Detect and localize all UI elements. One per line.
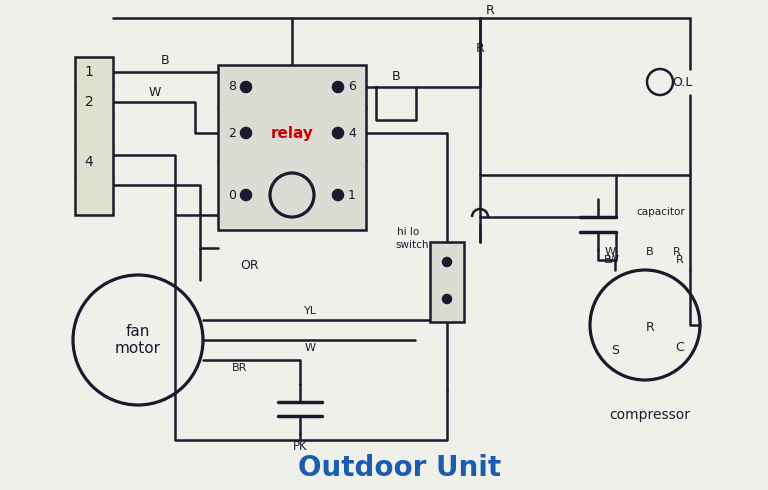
Text: 1: 1 [84, 65, 94, 79]
Text: W: W [304, 343, 316, 353]
Circle shape [443, 295, 451, 303]
Text: R: R [673, 247, 681, 257]
FancyBboxPatch shape [218, 65, 366, 230]
Text: compressor: compressor [610, 408, 690, 422]
Circle shape [333, 128, 343, 138]
Text: 2: 2 [228, 126, 236, 140]
Text: 4: 4 [348, 126, 356, 140]
Text: W: W [149, 85, 161, 98]
Text: C: C [676, 341, 684, 353]
Text: O.L: O.L [672, 75, 692, 89]
Text: hi lo: hi lo [397, 227, 419, 237]
Circle shape [241, 128, 251, 138]
Text: 4: 4 [84, 155, 94, 169]
Text: 8: 8 [228, 80, 236, 94]
Circle shape [443, 258, 451, 266]
FancyBboxPatch shape [430, 242, 464, 322]
Text: R: R [676, 255, 684, 265]
Text: relay: relay [270, 125, 313, 141]
Text: W: W [604, 247, 615, 257]
Text: R: R [475, 42, 485, 54]
Text: B: B [604, 255, 612, 265]
Text: PK: PK [293, 440, 307, 452]
Text: 2: 2 [84, 95, 94, 109]
Text: fan
motor: fan motor [115, 324, 161, 356]
Text: 0: 0 [228, 189, 236, 201]
Text: B: B [161, 53, 169, 67]
Circle shape [241, 190, 251, 200]
Text: BR: BR [232, 363, 248, 373]
Text: 1: 1 [348, 189, 356, 201]
Text: Outdoor Unit: Outdoor Unit [299, 454, 502, 482]
Text: YL: YL [303, 306, 316, 316]
Text: OR: OR [240, 259, 260, 271]
Text: S: S [611, 343, 619, 357]
Circle shape [333, 82, 343, 92]
Text: B: B [646, 247, 654, 257]
FancyBboxPatch shape [75, 57, 113, 215]
Text: capacitor: capacitor [636, 207, 685, 217]
Text: W: W [607, 255, 618, 265]
Text: R: R [485, 3, 495, 17]
Text: switch: switch [396, 240, 429, 250]
Text: R: R [646, 320, 654, 334]
Text: B: B [392, 71, 400, 83]
Text: 6: 6 [348, 80, 356, 94]
Circle shape [241, 82, 251, 92]
Circle shape [333, 190, 343, 200]
